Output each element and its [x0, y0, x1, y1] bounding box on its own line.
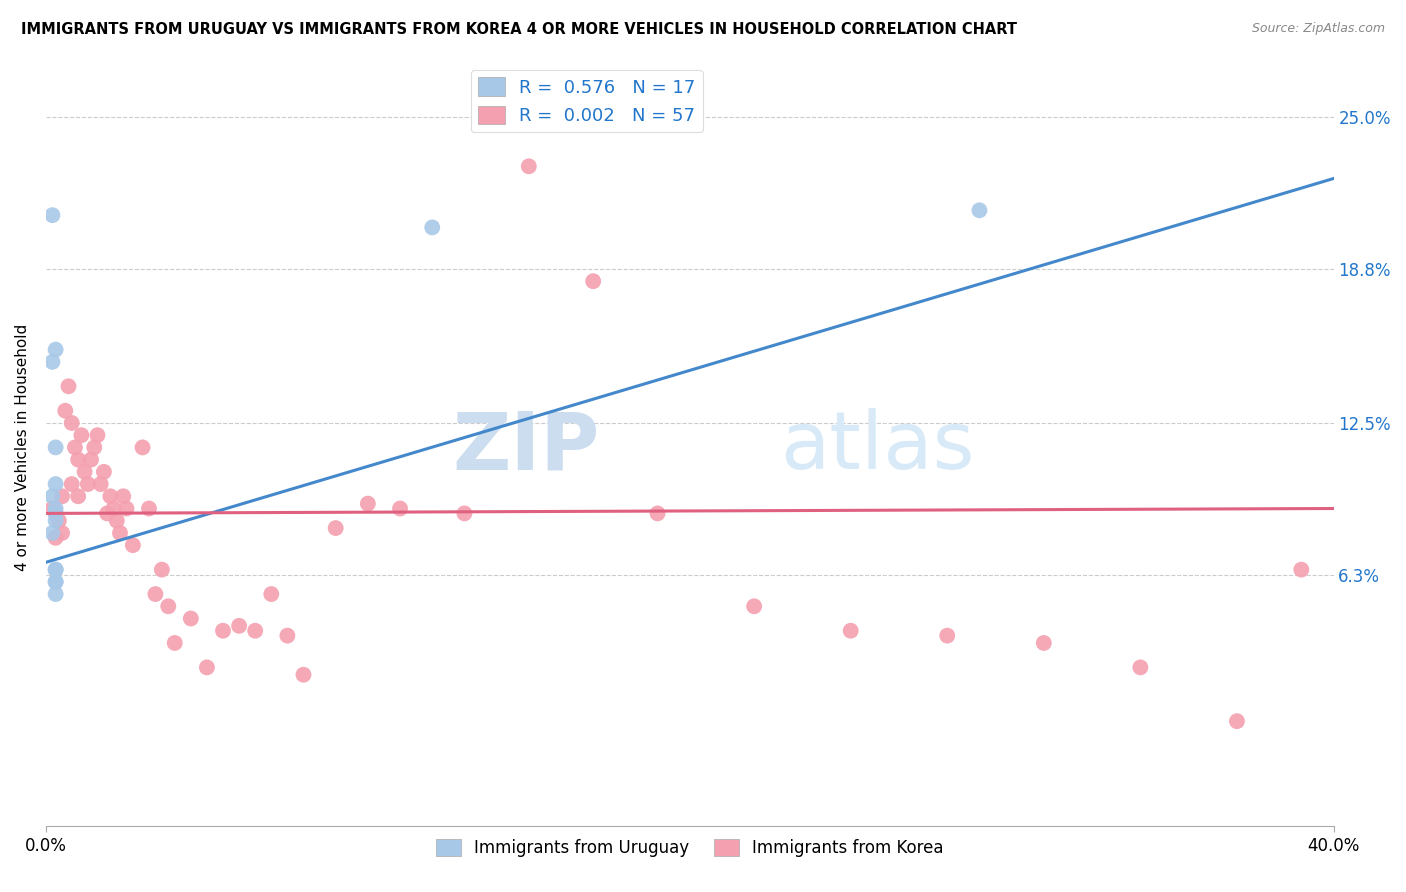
Legend: Immigrants from Uruguay, Immigrants from Korea: Immigrants from Uruguay, Immigrants from…	[429, 832, 950, 863]
Point	[73, 465, 96, 479]
Point	[245, 624, 267, 638]
Text: Source: ZipAtlas.com: Source: ZipAtlas.com	[1251, 22, 1385, 36]
Point	[96, 507, 118, 521]
Point	[63, 441, 86, 455]
Point	[83, 441, 105, 455]
Point	[582, 274, 605, 288]
Point	[103, 501, 125, 516]
Point	[260, 587, 283, 601]
Point	[45, 574, 67, 589]
Point	[453, 507, 475, 521]
Point	[45, 501, 67, 516]
Point	[45, 563, 67, 577]
Point	[45, 563, 67, 577]
Point	[138, 501, 160, 516]
Point	[389, 501, 412, 516]
Point	[45, 514, 67, 528]
Point	[90, 477, 112, 491]
Point	[41, 501, 63, 516]
Point	[67, 489, 90, 503]
Point	[150, 563, 173, 577]
Point	[163, 636, 186, 650]
Point	[112, 489, 135, 503]
Point	[45, 477, 67, 491]
Point	[45, 587, 67, 601]
Point	[60, 477, 83, 491]
Point	[45, 343, 67, 357]
Point	[41, 489, 63, 503]
Point	[212, 624, 235, 638]
Point	[969, 203, 991, 218]
Point	[80, 452, 103, 467]
Text: IMMIGRANTS FROM URUGUAY VS IMMIGRANTS FROM KOREA 4 OR MORE VEHICLES IN HOUSEHOLD: IMMIGRANTS FROM URUGUAY VS IMMIGRANTS FR…	[21, 22, 1017, 37]
Point	[45, 507, 67, 521]
Point	[292, 667, 315, 681]
Point	[276, 629, 298, 643]
Point	[742, 599, 765, 614]
Point	[45, 441, 67, 455]
Point	[325, 521, 347, 535]
Point	[93, 465, 115, 479]
Point	[70, 428, 93, 442]
Point	[58, 379, 80, 393]
Point	[76, 477, 98, 491]
Point	[228, 619, 250, 633]
Point	[195, 660, 218, 674]
Point	[53, 403, 76, 417]
Y-axis label: 4 or more Vehicles in Household: 4 or more Vehicles in Household	[15, 324, 30, 571]
Point	[1291, 563, 1313, 577]
Point	[122, 538, 145, 552]
Point	[180, 611, 202, 625]
Point	[1032, 636, 1054, 650]
Point	[51, 525, 73, 540]
Text: ZIP: ZIP	[453, 409, 599, 486]
Point	[647, 507, 669, 521]
Point	[67, 452, 90, 467]
Point	[839, 624, 862, 638]
Point	[45, 574, 67, 589]
Point	[45, 507, 67, 521]
Point	[517, 159, 540, 173]
Point	[86, 428, 108, 442]
Point	[98, 489, 121, 503]
Point	[1129, 660, 1152, 674]
Point	[41, 525, 63, 540]
Point	[45, 531, 67, 545]
Point	[41, 208, 63, 222]
Point	[420, 220, 443, 235]
Point	[131, 441, 153, 455]
Text: atlas: atlas	[780, 409, 974, 486]
Point	[105, 514, 128, 528]
Point	[145, 587, 167, 601]
Point	[115, 501, 138, 516]
Point	[157, 599, 180, 614]
Point	[936, 629, 959, 643]
Point	[41, 355, 63, 369]
Point	[60, 416, 83, 430]
Point	[108, 525, 131, 540]
Point	[357, 497, 380, 511]
Point	[51, 489, 73, 503]
Point	[1226, 714, 1249, 728]
Point	[48, 514, 70, 528]
